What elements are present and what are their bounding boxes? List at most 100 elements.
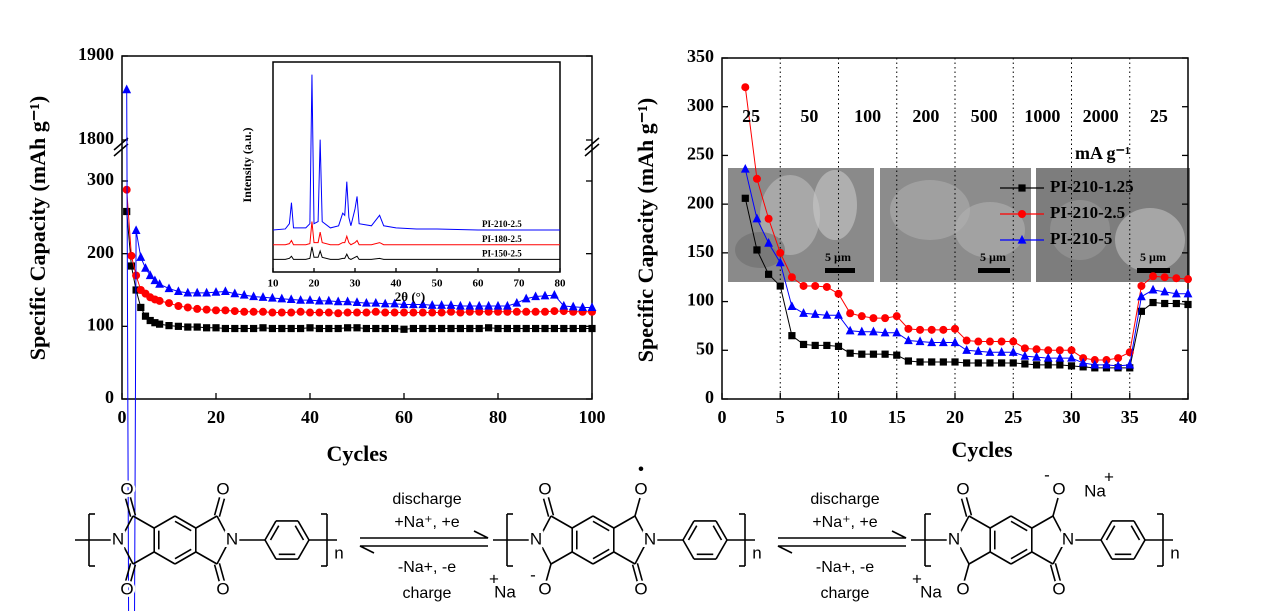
marker	[531, 307, 540, 316]
marker	[764, 214, 773, 223]
x-tick-label: 80	[489, 407, 507, 427]
marker	[131, 225, 141, 235]
marker	[916, 358, 924, 366]
marker	[998, 359, 1006, 367]
marker	[997, 347, 1006, 356]
marker	[484, 300, 493, 310]
bond	[550, 551, 573, 565]
marker	[869, 314, 878, 323]
forward-arrow	[360, 530, 489, 539]
bond	[1010, 515, 1033, 529]
marker	[230, 307, 239, 316]
marker	[315, 295, 324, 305]
marker	[1008, 347, 1018, 356]
marker	[1148, 284, 1158, 294]
marker	[521, 293, 531, 303]
marker	[787, 273, 796, 282]
marker	[741, 83, 750, 92]
atom-label: +	[912, 569, 922, 588]
marker	[775, 257, 785, 267]
marker	[1137, 307, 1145, 315]
marker	[141, 263, 150, 272]
marker	[928, 358, 936, 366]
marker	[193, 304, 202, 313]
marker	[513, 324, 521, 333]
bond	[965, 497, 973, 516]
bond	[963, 563, 970, 583]
bond	[592, 551, 615, 565]
bond	[216, 544, 228, 565]
atom-label: O	[538, 579, 551, 598]
marker	[1018, 210, 1026, 218]
marker	[1032, 352, 1041, 361]
bond	[174, 520, 192, 532]
bond	[174, 515, 197, 529]
marker	[362, 297, 371, 307]
marker	[193, 323, 201, 331]
marker	[986, 359, 994, 367]
rate-label: 1000	[1024, 106, 1060, 126]
arrow-label: discharge	[810, 491, 879, 508]
marker	[151, 319, 159, 327]
bond	[1100, 520, 1113, 541]
marker	[362, 308, 371, 317]
marker	[892, 312, 901, 321]
marker	[399, 299, 409, 309]
marker	[1149, 298, 1157, 307]
curve-label: PI-150-2.5	[482, 248, 522, 258]
marker	[334, 309, 343, 318]
marker	[799, 281, 808, 290]
marker	[904, 324, 913, 333]
marker	[418, 308, 427, 317]
marker	[475, 307, 484, 316]
bond	[1010, 520, 1028, 532]
bond	[547, 497, 555, 516]
bond	[712, 525, 723, 541]
marker	[286, 294, 296, 304]
marker	[146, 316, 154, 325]
atom-label: O	[216, 579, 229, 598]
atom-label: O	[634, 479, 647, 498]
marker	[494, 307, 502, 316]
marker	[1172, 299, 1180, 308]
marker	[456, 324, 464, 333]
arrow-label: charge	[403, 585, 452, 602]
bond	[958, 515, 970, 536]
marker	[569, 324, 577, 333]
marker	[1184, 275, 1192, 284]
marker	[381, 324, 389, 333]
rate-label: 200	[912, 106, 939, 126]
x-tick-label: 20	[207, 407, 225, 427]
bond	[132, 551, 155, 565]
marker	[939, 358, 947, 366]
marker	[962, 336, 971, 345]
marker	[741, 194, 749, 202]
marker	[1067, 352, 1076, 362]
bond	[122, 544, 134, 565]
marker	[306, 308, 314, 317]
marker	[305, 295, 315, 304]
marker	[1055, 346, 1064, 355]
bond	[968, 515, 991, 529]
marker	[787, 301, 797, 311]
atom-label: O	[634, 579, 647, 598]
bond	[1052, 497, 1059, 517]
marker	[1114, 354, 1123, 363]
marker	[381, 308, 390, 317]
x-axis-label: Cycles	[326, 441, 388, 466]
atom-label: O	[956, 579, 969, 598]
marker	[1032, 345, 1041, 354]
legend-label: PI-210-2.5	[1050, 203, 1125, 222]
marker	[810, 309, 820, 318]
marker	[811, 341, 819, 350]
y-tick-label: 200	[87, 242, 114, 262]
bond	[129, 497, 137, 516]
marker	[438, 324, 446, 333]
y-tick-label: 0	[705, 387, 714, 407]
bond	[297, 539, 310, 560]
y-tick-label: 300	[87, 169, 114, 189]
marker	[939, 325, 948, 334]
bond	[218, 498, 226, 517]
marker	[1032, 361, 1041, 369]
marker	[277, 293, 287, 303]
